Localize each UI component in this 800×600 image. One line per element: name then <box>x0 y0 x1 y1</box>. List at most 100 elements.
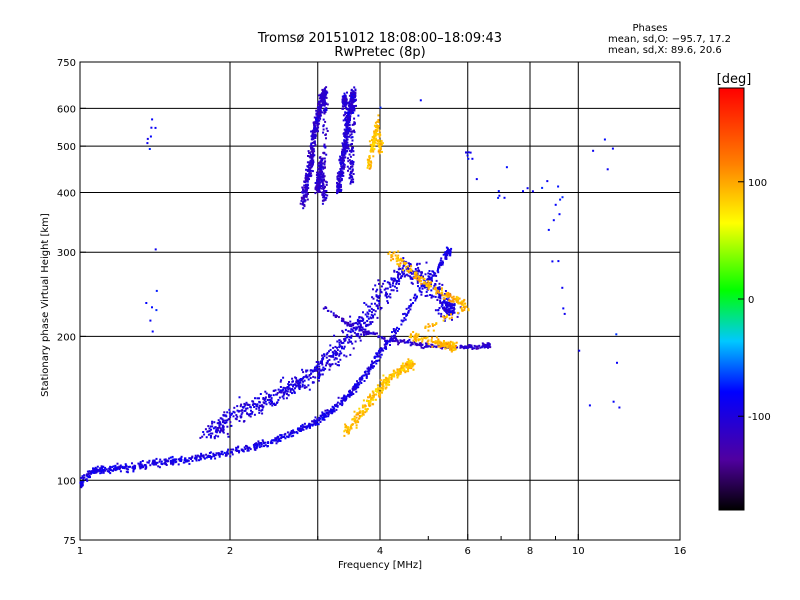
data-point <box>230 451 233 454</box>
data-point <box>449 306 452 309</box>
data-point <box>196 454 199 457</box>
data-point <box>323 163 326 166</box>
data-point <box>209 436 212 439</box>
data-point <box>318 372 321 375</box>
data-point <box>362 410 364 413</box>
data-point <box>322 174 324 177</box>
data-point <box>333 349 336 352</box>
data-point <box>453 344 456 347</box>
data-point <box>248 414 251 417</box>
data-point <box>261 408 264 411</box>
data-point <box>338 354 341 357</box>
data-point <box>373 136 376 139</box>
data-point <box>397 342 400 344</box>
data-point <box>408 360 411 363</box>
data-point <box>409 341 412 344</box>
data-point <box>217 452 220 455</box>
data-point <box>342 341 345 344</box>
data-point <box>442 341 445 344</box>
data-point <box>322 103 325 106</box>
data-point <box>380 386 383 389</box>
data-point <box>323 100 326 103</box>
data-point <box>240 403 243 406</box>
data-point <box>323 412 326 415</box>
data-point <box>333 410 336 413</box>
data-point <box>439 297 442 300</box>
data-point <box>343 139 346 142</box>
data-point <box>310 165 313 168</box>
x-tick-label: 10 <box>572 546 585 557</box>
data-point <box>434 342 437 345</box>
data-point <box>435 279 438 282</box>
data-point <box>321 162 324 165</box>
data-point <box>377 307 379 310</box>
data-point <box>420 285 423 288</box>
data-point <box>310 155 313 158</box>
data-point <box>440 257 443 260</box>
data-point <box>236 409 239 412</box>
data-point <box>386 342 389 345</box>
data-point <box>408 305 411 308</box>
data-point <box>437 312 440 315</box>
data-point <box>383 347 386 350</box>
data-point <box>392 328 395 330</box>
data-point <box>452 343 454 346</box>
data-point <box>372 332 375 335</box>
data-point <box>422 277 425 280</box>
data-point <box>386 339 389 342</box>
data-point <box>190 458 192 460</box>
data-point <box>380 139 383 142</box>
data-point <box>418 270 420 273</box>
data-point <box>345 133 348 136</box>
data-point <box>412 339 415 342</box>
data-point <box>342 161 344 164</box>
data-point <box>229 455 232 458</box>
data-point <box>299 202 302 205</box>
data-point <box>172 459 175 462</box>
data-point <box>452 309 455 312</box>
data-point <box>343 152 346 154</box>
data-point <box>323 98 326 101</box>
data-point <box>337 186 340 189</box>
y-tick-label: 500 <box>57 142 76 153</box>
data-point <box>422 347 425 350</box>
data-point <box>335 357 338 360</box>
data-point <box>440 305 443 308</box>
data-point <box>503 196 506 199</box>
data-point <box>424 325 427 328</box>
data-point <box>423 286 426 289</box>
data-point <box>330 412 333 415</box>
data-point <box>348 130 350 133</box>
data-point <box>333 358 336 361</box>
data-point <box>324 109 326 112</box>
data-point <box>241 411 244 414</box>
data-point <box>423 336 426 339</box>
data-point <box>324 193 327 196</box>
data-point <box>442 253 445 256</box>
data-point <box>350 165 352 168</box>
data-point <box>203 433 206 436</box>
data-point <box>407 266 409 269</box>
data-point <box>253 406 256 408</box>
data-point <box>376 132 379 135</box>
data-point <box>188 462 191 465</box>
data-point <box>404 274 407 277</box>
data-point <box>353 420 356 422</box>
data-point <box>287 388 290 391</box>
data-point <box>353 322 356 325</box>
data-point <box>313 121 316 124</box>
data-point <box>306 184 309 187</box>
data-point <box>373 365 375 368</box>
data-point <box>420 337 423 340</box>
data-point <box>404 263 406 266</box>
data-point <box>372 155 375 158</box>
data-point <box>316 113 319 116</box>
data-point <box>374 302 376 305</box>
data-point <box>390 337 393 339</box>
data-point <box>302 376 305 379</box>
data-point <box>379 356 382 359</box>
data-point <box>318 178 321 181</box>
data-point <box>430 282 432 285</box>
data-point <box>446 310 449 312</box>
data-point <box>342 347 345 350</box>
